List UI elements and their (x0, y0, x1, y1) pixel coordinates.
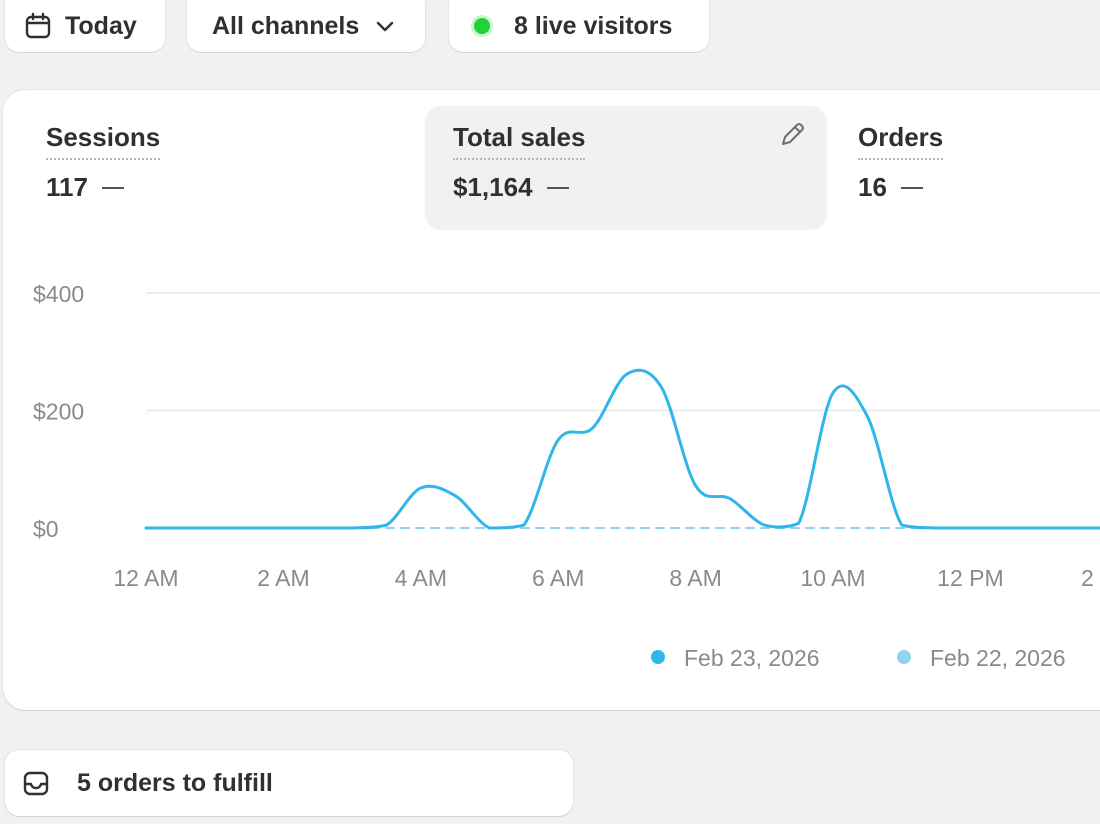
channel-filter-dropdown[interactable]: All channels (187, 0, 425, 52)
metric-total-sales[interactable]: Total sales $1,164 (425, 106, 827, 230)
live-status-dot (474, 18, 490, 34)
orders-to-fulfill-label: 5 orders to fulfill (77, 768, 273, 797)
metric-value: 16 (858, 172, 887, 202)
sales-overview-card: Sessions 117 Total sales $1,164 Orders 1… (3, 90, 1100, 710)
sales-line-chart: $0 $200 $400 12 AM 2 AM 4 AM 6 AM 8 AM 10 AM 12 P… (33, 281, 1100, 671)
y-tick-label: $200 (33, 399, 84, 425)
channel-filter-label: All channels (212, 11, 360, 40)
legend-dot (897, 650, 911, 664)
metric-label[interactable]: Sessions (46, 122, 161, 160)
inbox-icon (23, 771, 49, 796)
x-tick-label: 4 AM (395, 565, 447, 591)
y-tick-label: $400 (33, 281, 84, 307)
legend-dot (651, 650, 665, 664)
metric-value: 117 (46, 172, 88, 202)
x-tick-label: 12 PM (937, 565, 1003, 591)
series-line-feb-23-2026 (144, 368, 1100, 530)
orders-to-fulfill-card[interactable]: 5 orders to fulfill (5, 750, 573, 816)
x-tick-label: 2 AM (257, 565, 309, 591)
legend-label: Feb 22, 2026 (930, 645, 1066, 671)
trend-dash-icon (101, 186, 124, 189)
x-tick-label: 12 AM (113, 565, 178, 591)
date-filter-label: Today (65, 11, 137, 40)
metric-value: $1,164 (453, 172, 533, 202)
trend-dash-icon (900, 186, 923, 189)
metric-label[interactable]: Total sales (453, 122, 586, 160)
live-visitors-button[interactable]: 8 live visitors (449, 0, 709, 52)
metric-label[interactable]: Orders (858, 122, 944, 160)
trend-dash-icon (546, 186, 569, 189)
metric-orders[interactable]: Orders 16 (831, 106, 1100, 230)
metric-sessions[interactable]: Sessions 117 (20, 106, 400, 230)
date-filter-button[interactable]: Today (5, 0, 165, 52)
pencil-edit-icon[interactable] (777, 120, 807, 150)
calendar-icon (25, 12, 51, 39)
x-tick-label: 6 AM (532, 565, 584, 591)
x-tick-label: 2 PM (1081, 565, 1100, 591)
legend-label: Feb 23, 2026 (684, 645, 820, 671)
chevron-down-icon (377, 21, 394, 32)
x-tick-label: 8 AM (669, 565, 721, 591)
live-visitors-label: 8 live visitors (514, 11, 673, 40)
x-tick-label: 10 AM (800, 565, 865, 591)
y-tick-label: $0 (33, 516, 59, 542)
